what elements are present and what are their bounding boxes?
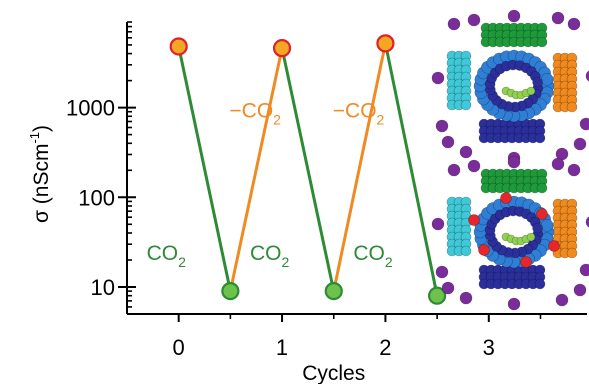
x-tick-label: 0 <box>173 335 185 360</box>
segment-label: −CO2 <box>333 99 385 127</box>
atom-sphere <box>526 232 536 242</box>
atom-sphere <box>507 9 521 23</box>
y-axis-title-close: ) <box>30 125 53 132</box>
co2-point <box>324 282 343 301</box>
atom-sphere <box>532 76 543 88</box>
x-axis-title: Cycles <box>302 362 365 384</box>
segment-label-sub: 2 <box>178 254 186 270</box>
evacuated-point <box>169 37 188 56</box>
x-tick-label: 1 <box>276 335 288 360</box>
axes: 10 100 1000 0 1 2 3 Cycles σ (nScm-1) <box>27 21 587 384</box>
atom-sphere <box>507 155 521 169</box>
segment-label-sub: 2 <box>385 254 393 270</box>
atom-sphere <box>460 245 472 257</box>
y-tick-label: 1000 <box>66 96 115 121</box>
segment-label: CO2 <box>353 242 393 270</box>
segment-label-sub: 2 <box>273 111 281 127</box>
atom-sphere <box>459 145 473 159</box>
atom-sphere <box>536 182 548 194</box>
atom-sphere <box>540 73 554 86</box>
atom-sphere <box>467 13 481 27</box>
series-segment <box>332 43 387 292</box>
segment-label-main: −CO <box>229 99 273 122</box>
atom-sphere <box>500 192 512 204</box>
evacuated-point <box>376 34 395 53</box>
co2-point <box>428 286 447 305</box>
atom-sphere <box>534 278 546 290</box>
segment-label: CO2 <box>250 242 290 270</box>
segment-label: −CO2 <box>229 99 281 127</box>
series-segment <box>280 47 336 292</box>
series-segment <box>177 46 232 292</box>
atom-sphere <box>467 159 481 173</box>
co2-point <box>221 282 240 301</box>
structure-insets <box>431 9 589 311</box>
data-markers <box>169 34 447 305</box>
atom-sphere <box>447 17 461 31</box>
atom-sphere <box>460 99 472 111</box>
atom-sphere <box>579 117 589 131</box>
atom-sphere <box>555 293 569 307</box>
segment-label-main: CO <box>353 242 385 265</box>
series-segment <box>228 47 284 292</box>
atom-sphere <box>441 281 455 295</box>
atom-sphere <box>585 216 589 228</box>
atom-sphere <box>435 119 449 133</box>
atom-sphere <box>431 71 445 85</box>
segment-label-sub: 2 <box>377 111 385 127</box>
atom-sphere <box>507 297 521 311</box>
atom-sphere <box>468 214 480 226</box>
atom-sphere <box>551 11 565 25</box>
atom-sphere <box>536 208 548 220</box>
atom-sphere <box>573 283 587 297</box>
segment-label-sub: 2 <box>282 254 290 270</box>
atom-sphere <box>534 132 546 144</box>
atom-sphere <box>435 265 449 279</box>
x-tick-label: 3 <box>483 335 495 360</box>
y-tick-label: 100 <box>78 185 115 210</box>
atom-sphere <box>548 240 560 252</box>
atom-sphere <box>579 263 589 277</box>
segment-label: CO2 <box>147 242 187 270</box>
atom-sphere <box>532 222 543 234</box>
atom-sphere <box>431 217 445 231</box>
y-axis-title-sup: -1 <box>27 132 42 144</box>
segment-label-main: −CO <box>333 99 377 122</box>
evacuated-point <box>272 39 292 58</box>
atom-sphere <box>520 256 532 268</box>
y-axis-title-main: σ (nScm <box>30 144 53 223</box>
y-tick-label: 10 <box>91 275 115 300</box>
atom-sphere <box>459 291 473 305</box>
y-axis-title: σ (nScm-1) <box>27 125 53 223</box>
atom-sphere <box>478 244 490 256</box>
atom-sphere <box>551 157 565 171</box>
atom-sphere <box>540 219 554 232</box>
framework-structure-top <box>431 9 589 165</box>
atom-sphere <box>567 17 581 31</box>
atom-sphere <box>573 137 587 151</box>
atom-sphere <box>585 70 589 82</box>
segment-label-main: CO <box>147 242 179 265</box>
series-segment <box>383 43 439 296</box>
atom-sphere <box>526 86 536 96</box>
framework-structure-bottom <box>431 155 589 311</box>
atom-sphere <box>447 163 461 177</box>
atom-sphere <box>566 247 578 259</box>
series-lines <box>177 43 439 296</box>
x-tick-label: 2 <box>379 335 391 360</box>
segment-label-main: CO <box>250 242 282 265</box>
atom-sphere <box>441 135 455 149</box>
atom-sphere <box>567 163 581 177</box>
atom-sphere <box>566 101 578 113</box>
atom-sphere <box>536 36 548 48</box>
